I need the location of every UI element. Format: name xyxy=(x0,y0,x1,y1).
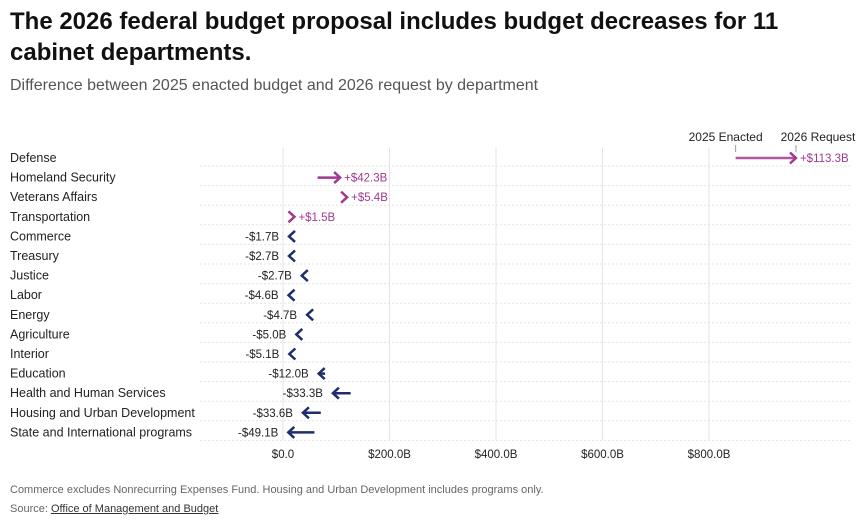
value-label: +$113.3B xyxy=(800,153,849,165)
category-label: State and International programs xyxy=(10,425,192,439)
arrow-head xyxy=(340,190,349,204)
x-tick-label: $600.0B xyxy=(581,449,624,461)
value-label: +$1.5B xyxy=(298,212,335,224)
arrow-head xyxy=(789,151,798,165)
category-label: Homeland Security xyxy=(10,171,116,185)
arrow-head xyxy=(301,406,310,420)
value-label: -$4.7B xyxy=(263,310,297,322)
category-label: Labor xyxy=(10,288,42,302)
value-label: -$49.1B xyxy=(238,427,279,439)
arrow-head xyxy=(316,367,326,381)
chart-subtitle: Difference between 2025 enacted budget a… xyxy=(10,77,539,94)
x-tick-label: $0.0 xyxy=(272,449,294,461)
value-label: +$5.4B xyxy=(351,192,388,204)
value-label: -$33.3B xyxy=(283,388,324,400)
arrow-head xyxy=(331,386,340,400)
arrow-head xyxy=(305,308,314,322)
arrow-head xyxy=(299,269,309,283)
footnote: Commerce excludes Nonrecurring Expenses … xyxy=(10,484,544,496)
chart-title: The 2026 federal budget proposal include… xyxy=(10,8,779,66)
category-label: Health and Human Services xyxy=(10,386,166,400)
category-label: Veterans Affairs xyxy=(10,190,97,204)
value-label: -$1.7B xyxy=(245,231,279,243)
arrow-head xyxy=(287,210,297,224)
value-label: +$42.3B xyxy=(344,173,387,185)
arrow-head xyxy=(287,347,297,361)
category-label: Housing and Urban Development xyxy=(10,406,195,420)
legend-start-label: 2025 Enacted xyxy=(689,130,763,144)
source-line: Source: Office of Management and Budget xyxy=(10,502,218,516)
value-label: -$5.1B xyxy=(245,349,279,361)
x-tick-label: $400.0B xyxy=(475,449,518,461)
arrow-head xyxy=(333,171,342,185)
category-label: Treasury xyxy=(10,249,60,263)
value-label: -$2.7B xyxy=(245,251,279,263)
legend-end-label: 2026 Request xyxy=(781,130,856,144)
x-tick-label: $200.0B xyxy=(368,449,411,461)
category-label: Energy xyxy=(10,308,50,322)
value-label: -$5.0B xyxy=(252,329,286,341)
category-label: Interior xyxy=(10,347,49,361)
value-label: -$12.0B xyxy=(268,369,309,381)
source-link[interactable]: Office of Management and Budget xyxy=(50,503,219,515)
category-label: Defense xyxy=(10,151,57,165)
value-label: -$2.7B xyxy=(258,271,292,283)
category-label: Justice xyxy=(10,269,49,283)
source-prefix: Source: xyxy=(10,503,51,515)
arrow-head xyxy=(287,249,296,263)
arrow-head xyxy=(286,288,296,302)
category-label: Commerce xyxy=(10,229,71,243)
value-label: -$33.6B xyxy=(253,408,294,420)
arrow-bar-chart: $0.0 $200.0B $400.0B $600.0B $800.0B 2025 Ena… xyxy=(10,130,856,461)
category-label: Transportation xyxy=(10,210,90,224)
category-label: Education xyxy=(10,367,66,381)
x-tick-label: $800.0B xyxy=(688,449,731,461)
arrow-head xyxy=(286,425,296,439)
arrow-head xyxy=(287,229,296,243)
arrow-head xyxy=(294,327,304,341)
value-label: -$4.6B xyxy=(245,290,279,302)
category-label: Agriculture xyxy=(10,327,70,341)
